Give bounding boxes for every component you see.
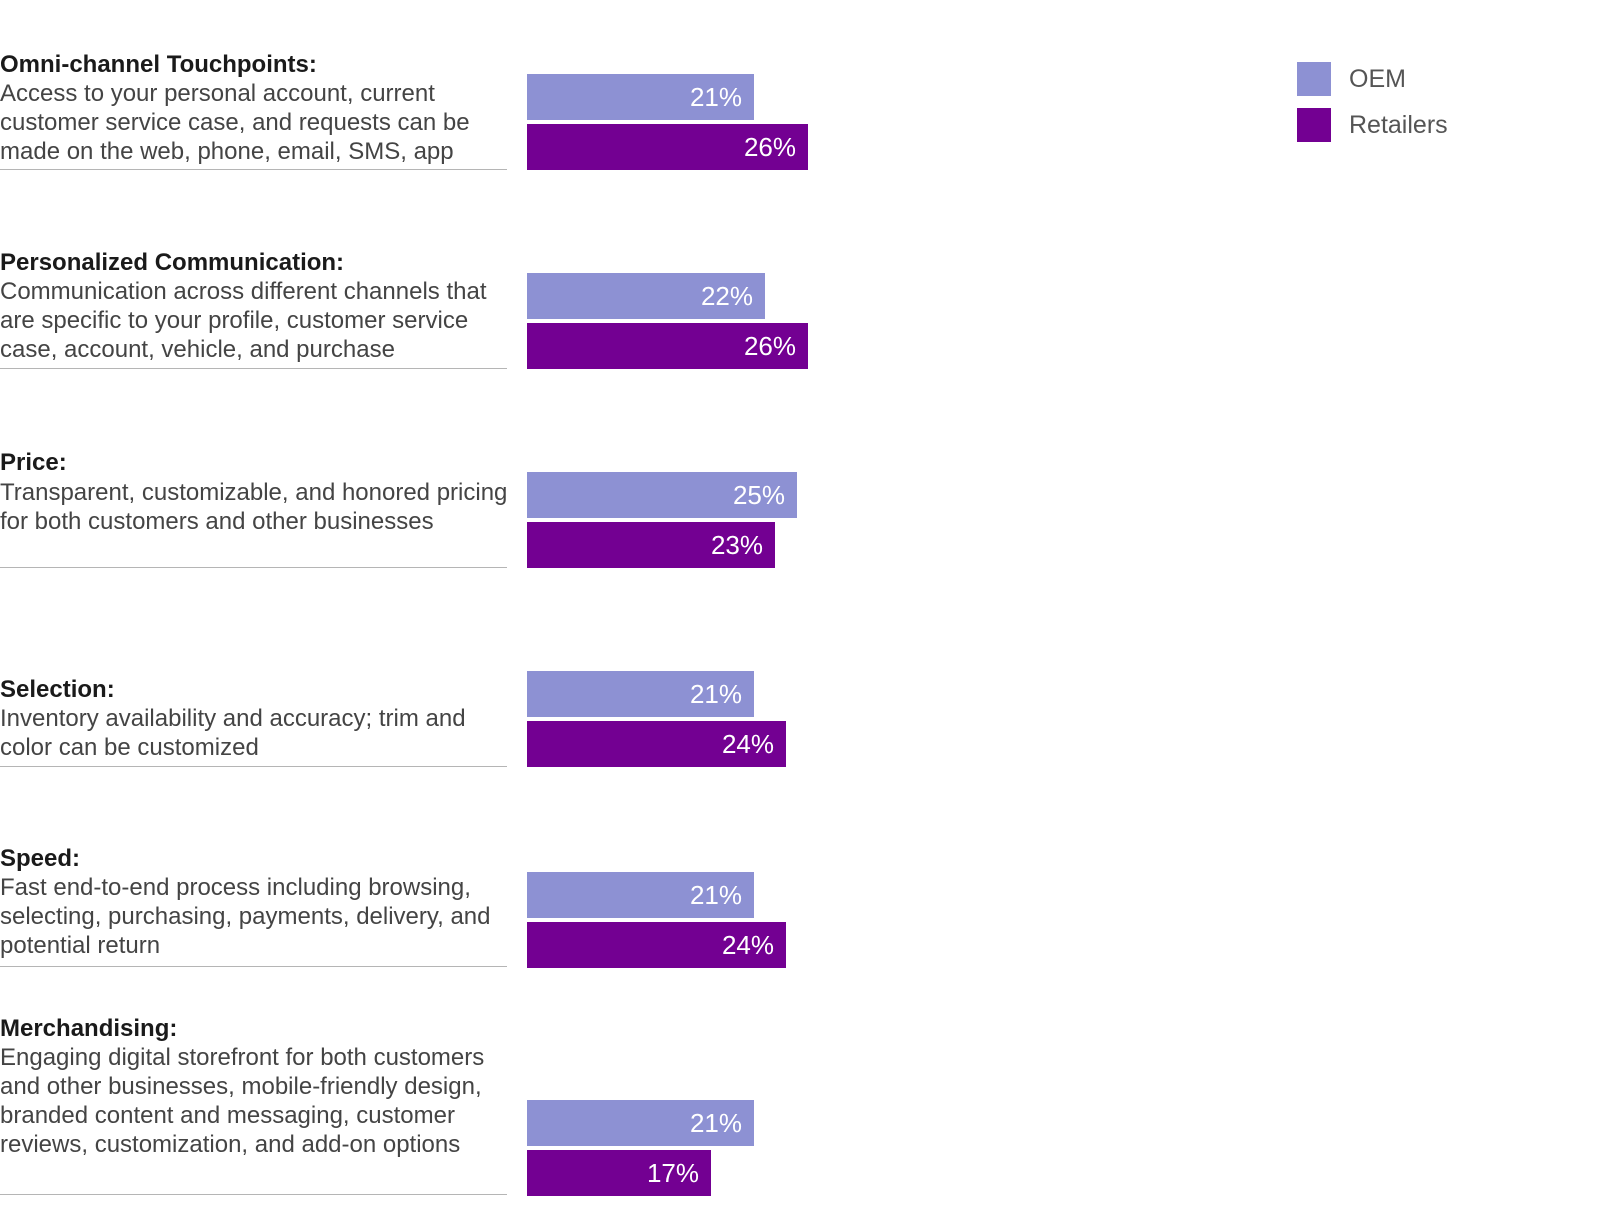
bar-retailers xyxy=(527,323,808,369)
category-heading: Price: xyxy=(0,449,67,476)
bar-value-label-oem: 21% xyxy=(689,1108,742,1138)
bar-value-label-retailers: 26% xyxy=(743,132,796,162)
bar-oem xyxy=(527,1100,754,1146)
legend-swatch-retailers xyxy=(1297,108,1331,142)
bar-oem xyxy=(527,472,797,518)
bar-retailers xyxy=(527,1150,711,1196)
bar-value-label-oem: 21% xyxy=(689,82,742,112)
bar-value-label-oem: 25% xyxy=(732,480,785,510)
bar-oem xyxy=(527,273,765,319)
bar-oem xyxy=(527,671,754,717)
category-heading: Merchandising: xyxy=(0,1015,178,1042)
category-description: Transparent, customizable, and honored p… xyxy=(0,479,508,535)
category-description: Engaging digital storefront for both cus… xyxy=(0,1044,485,1158)
legend-swatch-oem xyxy=(1297,62,1331,96)
bar-value-label-oem: 22% xyxy=(700,281,753,311)
category-description: Communication across different channels … xyxy=(0,278,487,363)
bar-value-label-oem: 21% xyxy=(689,880,742,910)
category-divider xyxy=(0,368,507,369)
category-description: Fast end-to-end process including browsi… xyxy=(0,874,491,959)
bar-oem xyxy=(527,872,754,918)
category-divider xyxy=(0,1194,507,1195)
bar-value-label-oem: 21% xyxy=(689,679,742,709)
bar-retailers xyxy=(527,922,786,968)
category-description: Inventory availability and accuracy; tri… xyxy=(0,705,466,761)
category-heading: Speed: xyxy=(0,845,81,872)
bar-retailers xyxy=(527,721,786,767)
category-heading: Selection: xyxy=(0,676,115,703)
category-heading: Personalized Communication: xyxy=(0,249,345,276)
bar-value-label-retailers: 23% xyxy=(710,530,763,560)
bar-retailers xyxy=(527,124,808,170)
bar-retailers xyxy=(527,522,775,568)
category-divider xyxy=(0,567,507,568)
bar-value-label-retailers: 17% xyxy=(646,1158,699,1188)
legend-label-retailers: Retailers xyxy=(1349,111,1448,139)
category-divider xyxy=(0,169,507,170)
legend-label-oem: OEM xyxy=(1349,65,1406,93)
category-description: Access to your personal account, current… xyxy=(0,80,470,165)
bar-value-label-retailers: 26% xyxy=(743,331,796,361)
category-divider xyxy=(0,766,507,767)
bar-value-label-retailers: 24% xyxy=(721,930,774,960)
bar-oem xyxy=(527,74,754,120)
category-divider xyxy=(0,966,507,967)
bar-value-label-retailers: 24% xyxy=(721,729,774,759)
category-heading: Omni-channel Touchpoints: xyxy=(0,51,317,78)
